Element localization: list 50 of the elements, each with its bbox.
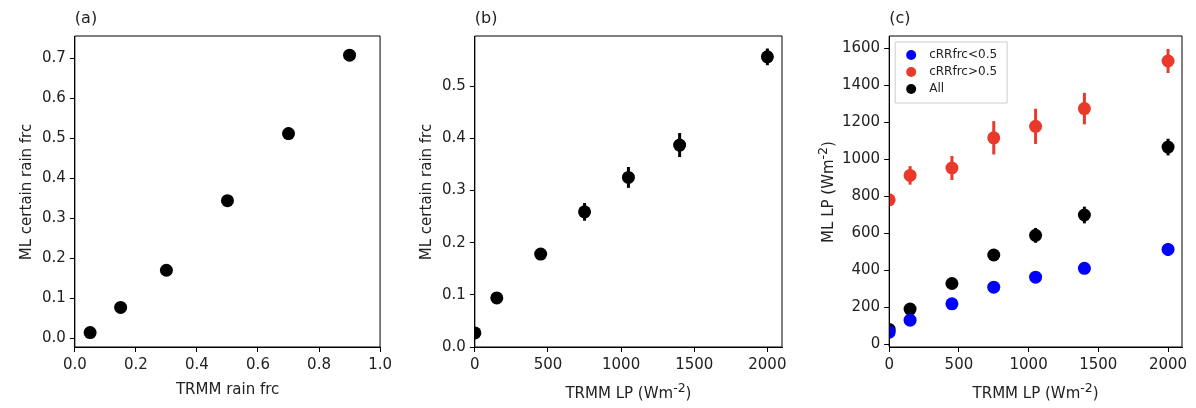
x-tick-label: 1.0: [368, 354, 392, 373]
x-tick-label: 0.4: [185, 354, 209, 373]
x-tick-label: 0.2: [123, 354, 148, 373]
y-tick-label: 400: [851, 260, 881, 279]
y-tick-label: 0.6: [42, 88, 66, 107]
chart-title: (a): [74, 8, 98, 27]
legend-label: All: [929, 81, 945, 96]
y-tick-label: 0.3: [442, 180, 466, 199]
x-tick-label: 2000: [748, 354, 787, 373]
y-axis-title: ML certain rain frc: [17, 123, 36, 260]
y-tick-label: 0.1: [442, 284, 466, 303]
y-tick-label: 0.7: [42, 48, 66, 67]
y-tick-label: 0.4: [442, 128, 466, 147]
x-tick-label: 0.8: [307, 354, 331, 373]
y-tick-label: 0.0: [442, 336, 466, 355]
x-tick-label: 0: [884, 354, 894, 373]
x-tick-label: 0.6: [246, 354, 270, 373]
y-tick-label: 1200: [841, 111, 881, 130]
y-tick-label: 600: [851, 223, 881, 242]
x-tick-label: 1000: [602, 354, 641, 373]
y-tick-label: 800: [851, 186, 881, 205]
chart-title: (b): [474, 8, 498, 27]
x-tick-label: 0: [470, 354, 480, 373]
x-tick-label: 500: [944, 354, 974, 373]
chart-title: (c): [889, 8, 911, 27]
y-axis-title: ML certain rain frc: [417, 123, 436, 260]
x-axis-title: TRMM LP (Wm$^{-2}$): [565, 380, 692, 402]
x-tick-label: 0.0: [62, 354, 87, 373]
x-axis-title: TRMM LP (Wm$^{-2}$): [972, 380, 1099, 402]
x-axis-title: TRMM rain frc: [175, 380, 280, 398]
x-tick-label: 1500: [1079, 354, 1118, 373]
y-tick-label: 0.2: [442, 232, 466, 251]
y-tick-label: 0.5: [442, 75, 466, 94]
y-tick-label: 0.2: [42, 248, 66, 267]
x-tick-label: 1000: [1009, 354, 1048, 373]
x-tick-label: 500: [533, 354, 563, 373]
y-tick-label: 0.0: [42, 328, 66, 347]
y-tick-label: 0.5: [42, 128, 66, 147]
y-tick-label: 1400: [841, 74, 881, 93]
x-tick-label: 1500: [675, 354, 714, 373]
y-tick-label: 0.1: [42, 288, 66, 307]
y-tick-label: 200: [851, 297, 881, 316]
legend-label: cRRfrc<0.5: [929, 47, 998, 62]
y-tick-label: 0: [870, 334, 881, 353]
y-tick-label: 0.3: [42, 208, 66, 227]
y-tick-label: 0.4: [42, 168, 66, 187]
x-tick-label: 2000: [1148, 354, 1188, 373]
y-tick-label: 1000: [841, 148, 881, 167]
y-tick-label: 1600: [841, 37, 881, 56]
legend-label: cRRfrc>0.5: [929, 64, 998, 79]
